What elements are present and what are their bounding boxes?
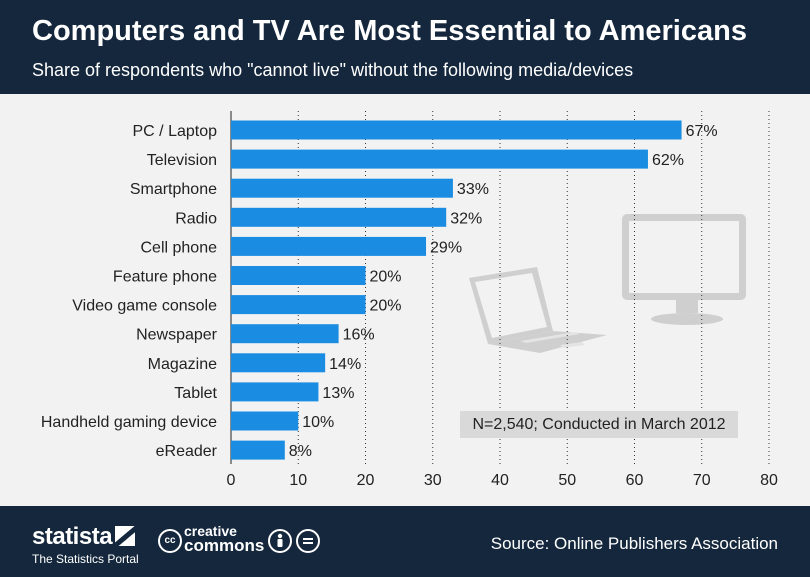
bar [231,178,453,198]
x-tick-label: 30 [424,472,442,489]
bar [231,120,682,140]
x-tick-label: 40 [491,472,509,489]
x-tick-label: 70 [693,472,711,489]
brand-tagline: The Statistics Portal [32,552,139,566]
value-label: 20% [370,298,402,315]
category-label: Radio [175,210,217,227]
value-label: 13% [322,385,354,402]
bar [231,149,648,169]
category-label: Handheld gaming device [41,414,217,431]
value-label: 29% [430,239,462,256]
no-derivatives-icon [296,529,320,553]
x-axis-ticks: 0 10 20 30 40 50 60 70 80 [227,472,778,489]
header: Computers and TV Are Most Essential to A… [0,0,810,94]
x-tick-label: 10 [289,472,307,489]
bars [231,120,682,460]
bar [231,324,339,344]
footer: statista The Statistics Portal cc creati… [0,506,810,577]
category-label: Television [147,152,217,169]
by-attribution-icon [268,529,292,553]
value-label: 67% [686,123,718,140]
x-tick-label: 50 [558,472,576,489]
bar [231,295,366,315]
source-text: Source: Online Publishers Association [490,534,778,553]
value-label: 33% [457,181,489,198]
x-tick-label: 20 [357,472,375,489]
category-label: Smartphone [130,181,217,198]
bar-chart: PC / Laptop Television Smartphone Radio Cell… [41,111,778,489]
chart-title: Computers and TV Are Most Essential to A… [32,15,747,47]
value-label: 8% [289,443,312,460]
gridlines [230,111,770,464]
category-labels: PC / Laptop Television Smartphone Radio Cell… [41,123,218,460]
x-tick-label: 60 [626,472,644,489]
bar [231,411,299,431]
x-tick-label: 80 [760,472,778,489]
statista-logo[interactable]: statista [32,523,136,551]
value-label: 62% [652,152,684,169]
category-label: Tablet [174,385,217,402]
category-label: Magazine [148,356,217,373]
laptop-icon [469,267,607,353]
cc-word-creative: creative [184,523,237,539]
value-label: 10% [302,414,334,431]
bar [231,266,366,285]
bar [231,353,326,373]
bar [231,207,447,227]
category-label: Video game console [72,298,217,315]
survey-note: N=2,540; Conducted in March 2012 [460,411,738,438]
cc-word-commons: commons [184,536,265,555]
bar [231,440,285,460]
bar [231,382,319,402]
x-tick-label: 0 [227,472,236,489]
chart-subtitle: Share of respondents who "cannot live" w… [32,60,634,80]
value-labels: 67%62% 33% 32% 29% 20% 20% 16% 14% 13% 10% 8% [289,123,718,460]
illustrations [469,214,746,353]
bar [231,236,427,256]
statista-flag-icon [115,526,136,546]
category-label: eReader [156,443,218,460]
category-label: Cell phone [141,239,218,256]
value-label: 20% [370,269,402,286]
cc-icon: cc [158,529,182,553]
category-label: Feature phone [113,269,217,286]
value-label: 14% [329,356,361,373]
brand-name: statista [32,523,113,550]
value-label: 16% [343,327,375,344]
category-label: Newspaper [136,327,218,344]
category-label: PC / Laptop [133,123,218,140]
value-label: 32% [450,210,482,227]
monitor-icon [622,214,746,325]
